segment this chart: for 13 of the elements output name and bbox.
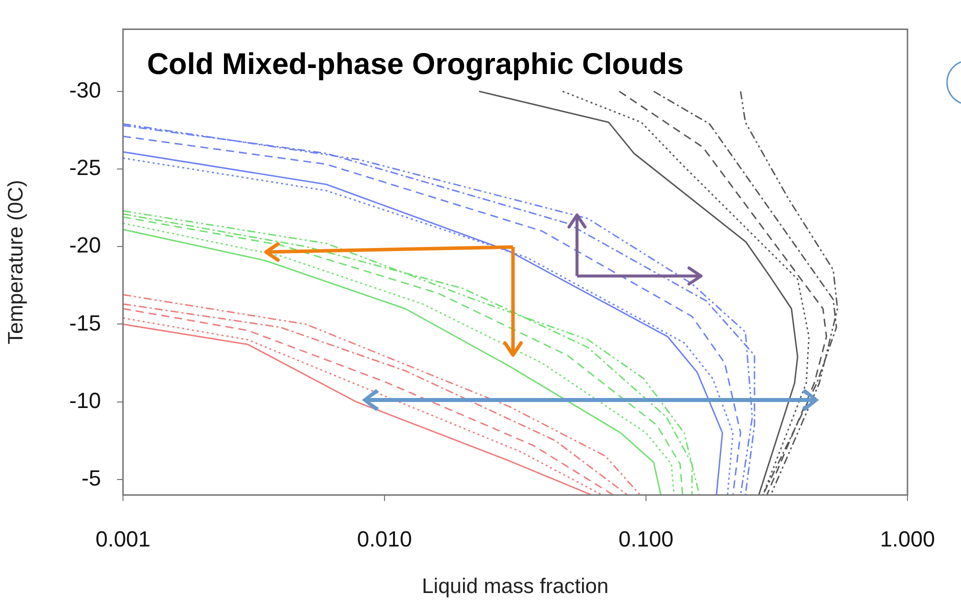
y-tick-label: -5: [81, 466, 101, 491]
y-tick-label: -10: [69, 388, 101, 413]
x-tick-label: 0.100: [618, 526, 674, 552]
x-axis-title: Liquid mass fraction: [422, 575, 609, 598]
y-tick-label: -15: [69, 310, 101, 336]
y-tick-label: -30: [69, 77, 101, 102]
y-axis-title: Temperature (0C): [4, 180, 28, 344]
x-tick-label: 1.000: [880, 526, 936, 552]
x-tick-label: 0.001: [95, 526, 151, 552]
text: Cold Mixed-phase Orographic Clouds: [147, 48, 684, 82]
y-tick-label: -20: [69, 232, 101, 258]
y-tick-label: -25: [69, 155, 101, 180]
x-tick-label: 0.010: [356, 526, 412, 552]
